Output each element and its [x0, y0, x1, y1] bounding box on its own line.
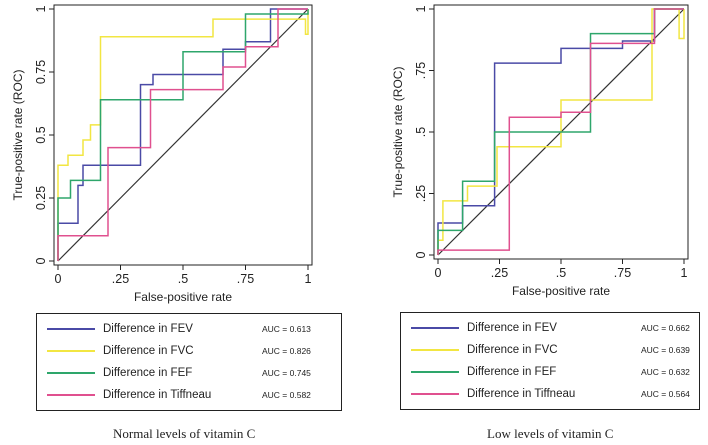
- x-tick-label: .25: [491, 266, 508, 280]
- legend-entry-tiffneau: Difference in Tiffneau AUC = 0.564: [401, 386, 699, 402]
- legend-entry-fev: Difference in FEV AUC = 0.662: [401, 320, 699, 336]
- x-axis-title: False-positive rate: [512, 284, 610, 298]
- y-tick-label: .5: [414, 127, 428, 137]
- legend-swatch-fvc: [47, 350, 95, 352]
- legend-label-fvc: Difference in FVC: [467, 344, 558, 356]
- legend-label-fef: Difference in FEF: [467, 366, 557, 378]
- reference-line: [57, 8, 309, 262]
- y-axis-title: True-positive rate (ROC): [391, 67, 405, 198]
- legend-swatch-tiffneau: [47, 394, 95, 396]
- roc-curves: [57, 8, 309, 261]
- legend-auc-fev: AUC = 0.662: [641, 323, 690, 333]
- caption-normal: Normal levels of vitamin C: [113, 426, 256, 441]
- caption-low: Low levels of vitamin C: [487, 426, 614, 441]
- roc-curve-difference-in-fvc: [437, 8, 685, 255]
- x-tick-label: 0: [55, 272, 62, 286]
- legend-swatch-fef: [47, 372, 95, 374]
- x-tick-label: 0: [435, 266, 442, 280]
- legend-swatch-fev: [47, 328, 95, 330]
- legend-auc-fev: AUC = 0.613: [262, 324, 311, 334]
- roc-curves: [437, 8, 685, 255]
- roc-curve-difference-in-fef: [57, 9, 309, 261]
- y-tick-label: 0.75: [34, 60, 48, 84]
- y-tick-label: 1: [34, 5, 48, 12]
- legend-entry-fef: Difference in FEF AUC = 0.745: [37, 365, 341, 381]
- legend-entry-fvc: Difference in FVC AUC = 0.639: [401, 342, 699, 358]
- y-tick-label: .25: [414, 185, 428, 202]
- y-tick-label: 0: [414, 251, 428, 258]
- legend-swatch-fev: [411, 327, 459, 329]
- roc-curve-difference-in-tiffneau: [57, 8, 308, 261]
- x-tick-label: .75: [237, 272, 254, 286]
- legend-low: Difference in FEV AUC = 0.662 Difference…: [400, 312, 700, 410]
- roc-curve-difference-in-fvc: [57, 9, 309, 261]
- y-axis-title: True-positive rate (ROC): [11, 70, 25, 201]
- roc-curve-difference-in-tiffneau: [437, 8, 684, 255]
- x-tick-label: .75: [614, 266, 631, 280]
- legend-label-fvc: Difference in FVC: [103, 345, 194, 357]
- legend-swatch-fef: [411, 371, 459, 373]
- y-tick-label: 0.25: [34, 186, 48, 210]
- y-tick-label: .75: [414, 62, 428, 79]
- reference-diagonal: [57, 8, 309, 262]
- y-tick-label: 1: [414, 5, 428, 12]
- x-tick-label: .25: [112, 272, 129, 286]
- legend-label-fev: Difference in FEV: [467, 322, 557, 334]
- legend-entry-fev: Difference in FEV AUC = 0.613: [37, 321, 341, 337]
- legend-swatch-tiffneau: [411, 393, 459, 395]
- axis-ticks: 0.25.5.75 100.250.50.751: [34, 5, 312, 286]
- legend-auc-fvc: AUC = 0.826: [262, 346, 311, 356]
- x-tick-label: 1: [681, 266, 688, 280]
- legend-label-tiffneau: Difference in Tiffneau: [103, 389, 212, 401]
- roc-chart-low-vitamin-c: 0 .25 .5 .75 1 0 .25 .5 .75 1 False-positive rate…: [391, 4, 689, 298]
- legend-label-fev: Difference in FEV: [103, 323, 193, 335]
- legend-label-tiffneau: Difference in Tiffneau: [467, 388, 576, 400]
- legend-normal: Difference in FEV AUC = 0.613 Difference…: [36, 313, 342, 411]
- legend-auc-fef: AUC = 0.745: [262, 368, 311, 378]
- legend-entry-fvc: Difference in FVC AUC = 0.826: [37, 343, 341, 359]
- y-tick-label: 0: [34, 257, 48, 264]
- y-tick-label: 0.5: [34, 126, 48, 143]
- x-tick-label: .5: [556, 266, 566, 280]
- legend-auc-tiffneau: AUC = 0.564: [641, 389, 690, 399]
- legend-swatch-fvc: [411, 349, 459, 351]
- x-tick-label: .5: [178, 272, 188, 286]
- x-axis-title: False-positive rate: [134, 290, 232, 304]
- axis-ticks: 0 .25 .5 .75 1 0 .25 .5 .75 1: [414, 5, 688, 280]
- legend-auc-fvc: AUC = 0.639: [641, 345, 690, 355]
- x-tick-label: 1: [305, 272, 312, 286]
- legend-label-fef: Difference in FEF: [103, 367, 193, 379]
- legend-auc-fef: AUC = 0.632: [641, 367, 690, 377]
- legend-entry-fef: Difference in FEF AUC = 0.632: [401, 364, 699, 380]
- roc-curve-difference-in-fev: [57, 8, 308, 261]
- legend-auc-tiffneau: AUC = 0.582: [262, 390, 311, 400]
- legend-entry-tiffneau: Difference in Tiffneau AUC = 0.582: [37, 387, 341, 403]
- roc-chart-normal-vitamin-c: 0.25.5.75 100.250.50.751 False-positive r…: [11, 4, 313, 304]
